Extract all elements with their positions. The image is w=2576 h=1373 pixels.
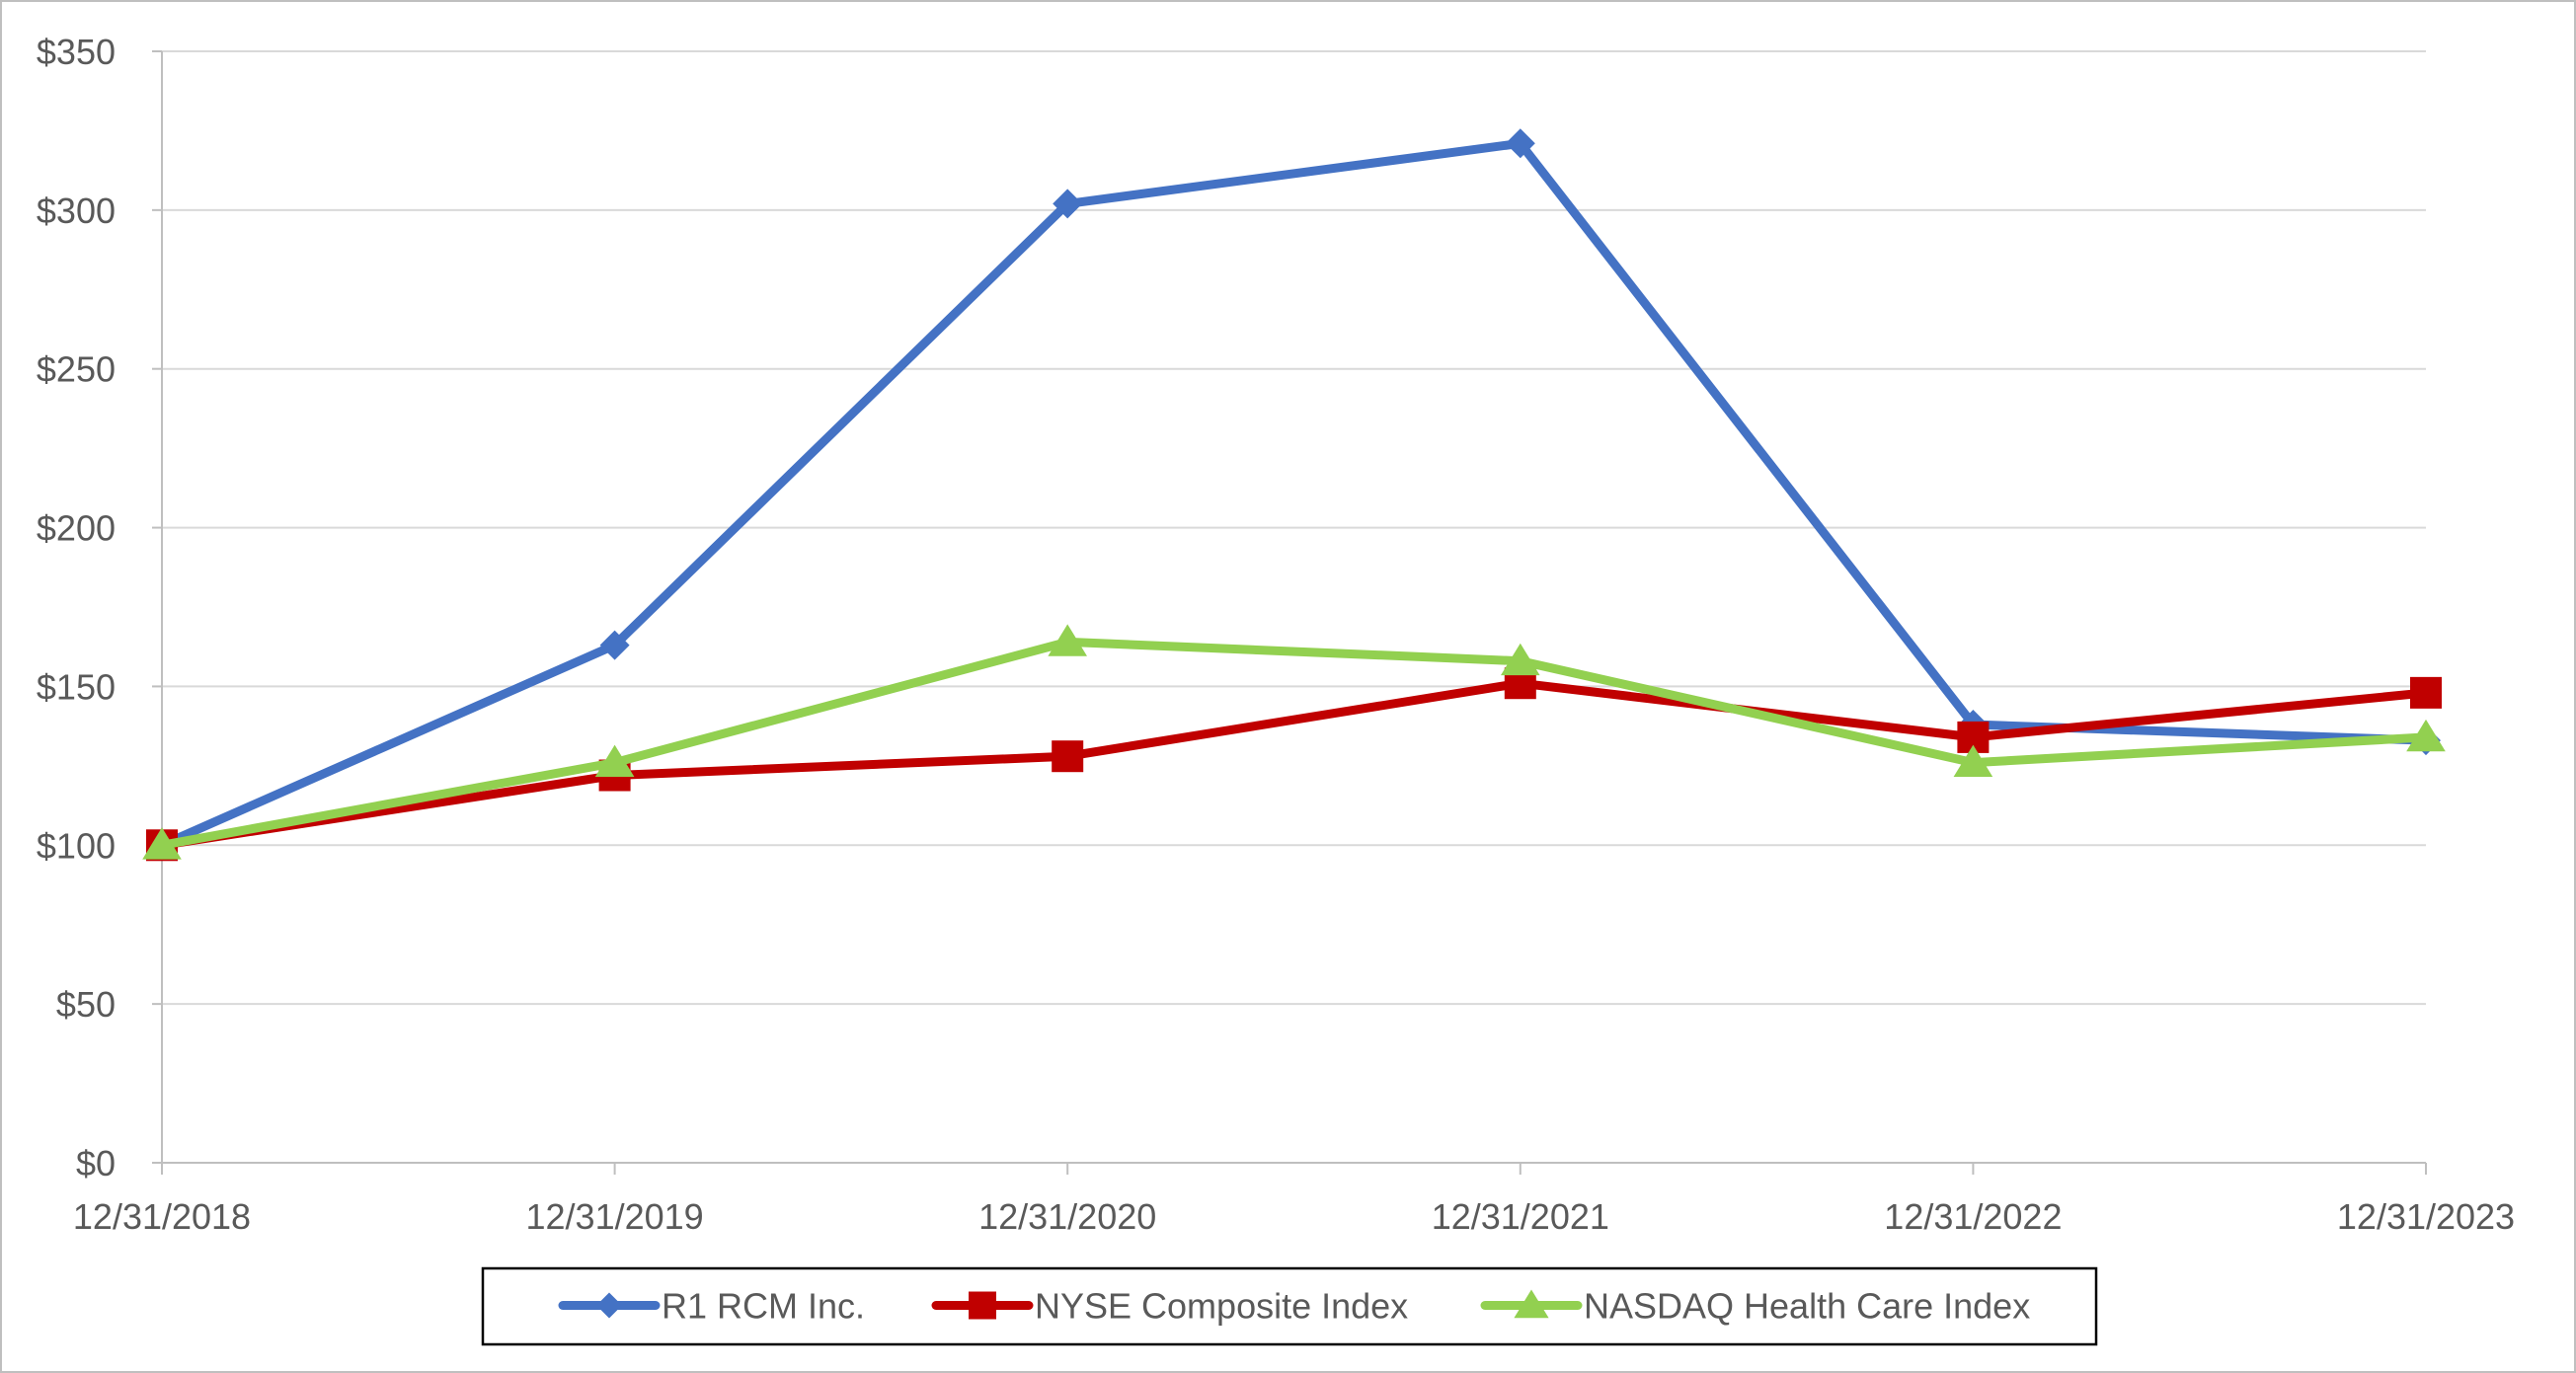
legend-label: R1 RCM Inc. — [662, 1286, 865, 1327]
nasdaq-health-care-index-point — [1953, 744, 1993, 778]
x-tick-label: 12/31/2023 — [2337, 1196, 2515, 1237]
y-tick-label: $250 — [37, 349, 116, 390]
nasdaq-health-care-index-point — [142, 827, 182, 860]
legend-entry-nyse-composite-index: NYSE Composite Index — [931, 1286, 1408, 1327]
y-tick-label: $50 — [56, 984, 116, 1025]
legend-swatch-marker — [596, 1292, 622, 1319]
legend-entry-r1-rcm-inc: R1 RCM Inc. — [558, 1286, 865, 1327]
r1-rcm-inc-point — [1505, 128, 1535, 159]
series-r1-rcm-inc — [147, 128, 2441, 861]
legend-box — [481, 1266, 2098, 1346]
series-nasdaq-health-care-index — [142, 624, 2446, 860]
nasdaq-health-care-index-point — [594, 744, 635, 778]
axes — [152, 50, 2427, 1175]
r1-rcm-inc-point — [1053, 189, 1083, 219]
x-tick-label: 12/31/2020 — [978, 1196, 1156, 1237]
x-tick-label: 12/31/2018 — [73, 1196, 251, 1237]
x-tick-label: 12/31/2022 — [1884, 1196, 2062, 1237]
nasdaq-health-care-index-point — [1048, 624, 1087, 656]
y-tick-label: $100 — [37, 825, 116, 866]
nyse-composite-index-point — [1052, 740, 1084, 773]
x-tick-label: 12/31/2019 — [526, 1196, 704, 1237]
nasdaq-health-care-index-point — [2406, 719, 2446, 752]
y-tick-label: $200 — [37, 508, 116, 549]
r1-rcm-inc-line — [157, 138, 2431, 850]
r1-rcm-inc-point — [599, 630, 630, 660]
gridlines — [162, 50, 2426, 1006]
y-tick-label: $0 — [76, 1143, 116, 1183]
legend: R1 RCM Inc. NYSE Composite Index NASDAQ He… — [481, 1266, 2098, 1346]
x-tick-label: 12/31/2021 — [1432, 1196, 1609, 1237]
legend-label: NASDAQ Health Care Index — [1584, 1286, 2030, 1327]
nasdaq-health-care-index-point — [1501, 643, 1540, 676]
legend-swatch-marker — [969, 1291, 996, 1320]
y-tick-label: $150 — [37, 666, 116, 707]
nasdaq-health-care-index-line — [157, 637, 2431, 850]
nyse-composite-index-line — [157, 678, 2431, 850]
nyse-composite-index-point — [2410, 676, 2442, 709]
legend-swatch-marker — [1514, 1289, 1549, 1319]
y-tick-label: $350 — [37, 32, 116, 72]
series-lines — [142, 128, 2446, 862]
legend-entry-nasdaq-health-care-index: NASDAQ Health Care Index — [1480, 1286, 2030, 1327]
y-tick-label: $300 — [37, 191, 116, 231]
series-nyse-composite-index — [146, 667, 2442, 862]
legend-label: NYSE Composite Index — [1035, 1286, 1408, 1327]
tick-labels: $0 $50 $100 $150 $200 $250 $300 $350 12/31/2018 1… — [37, 32, 2515, 1237]
